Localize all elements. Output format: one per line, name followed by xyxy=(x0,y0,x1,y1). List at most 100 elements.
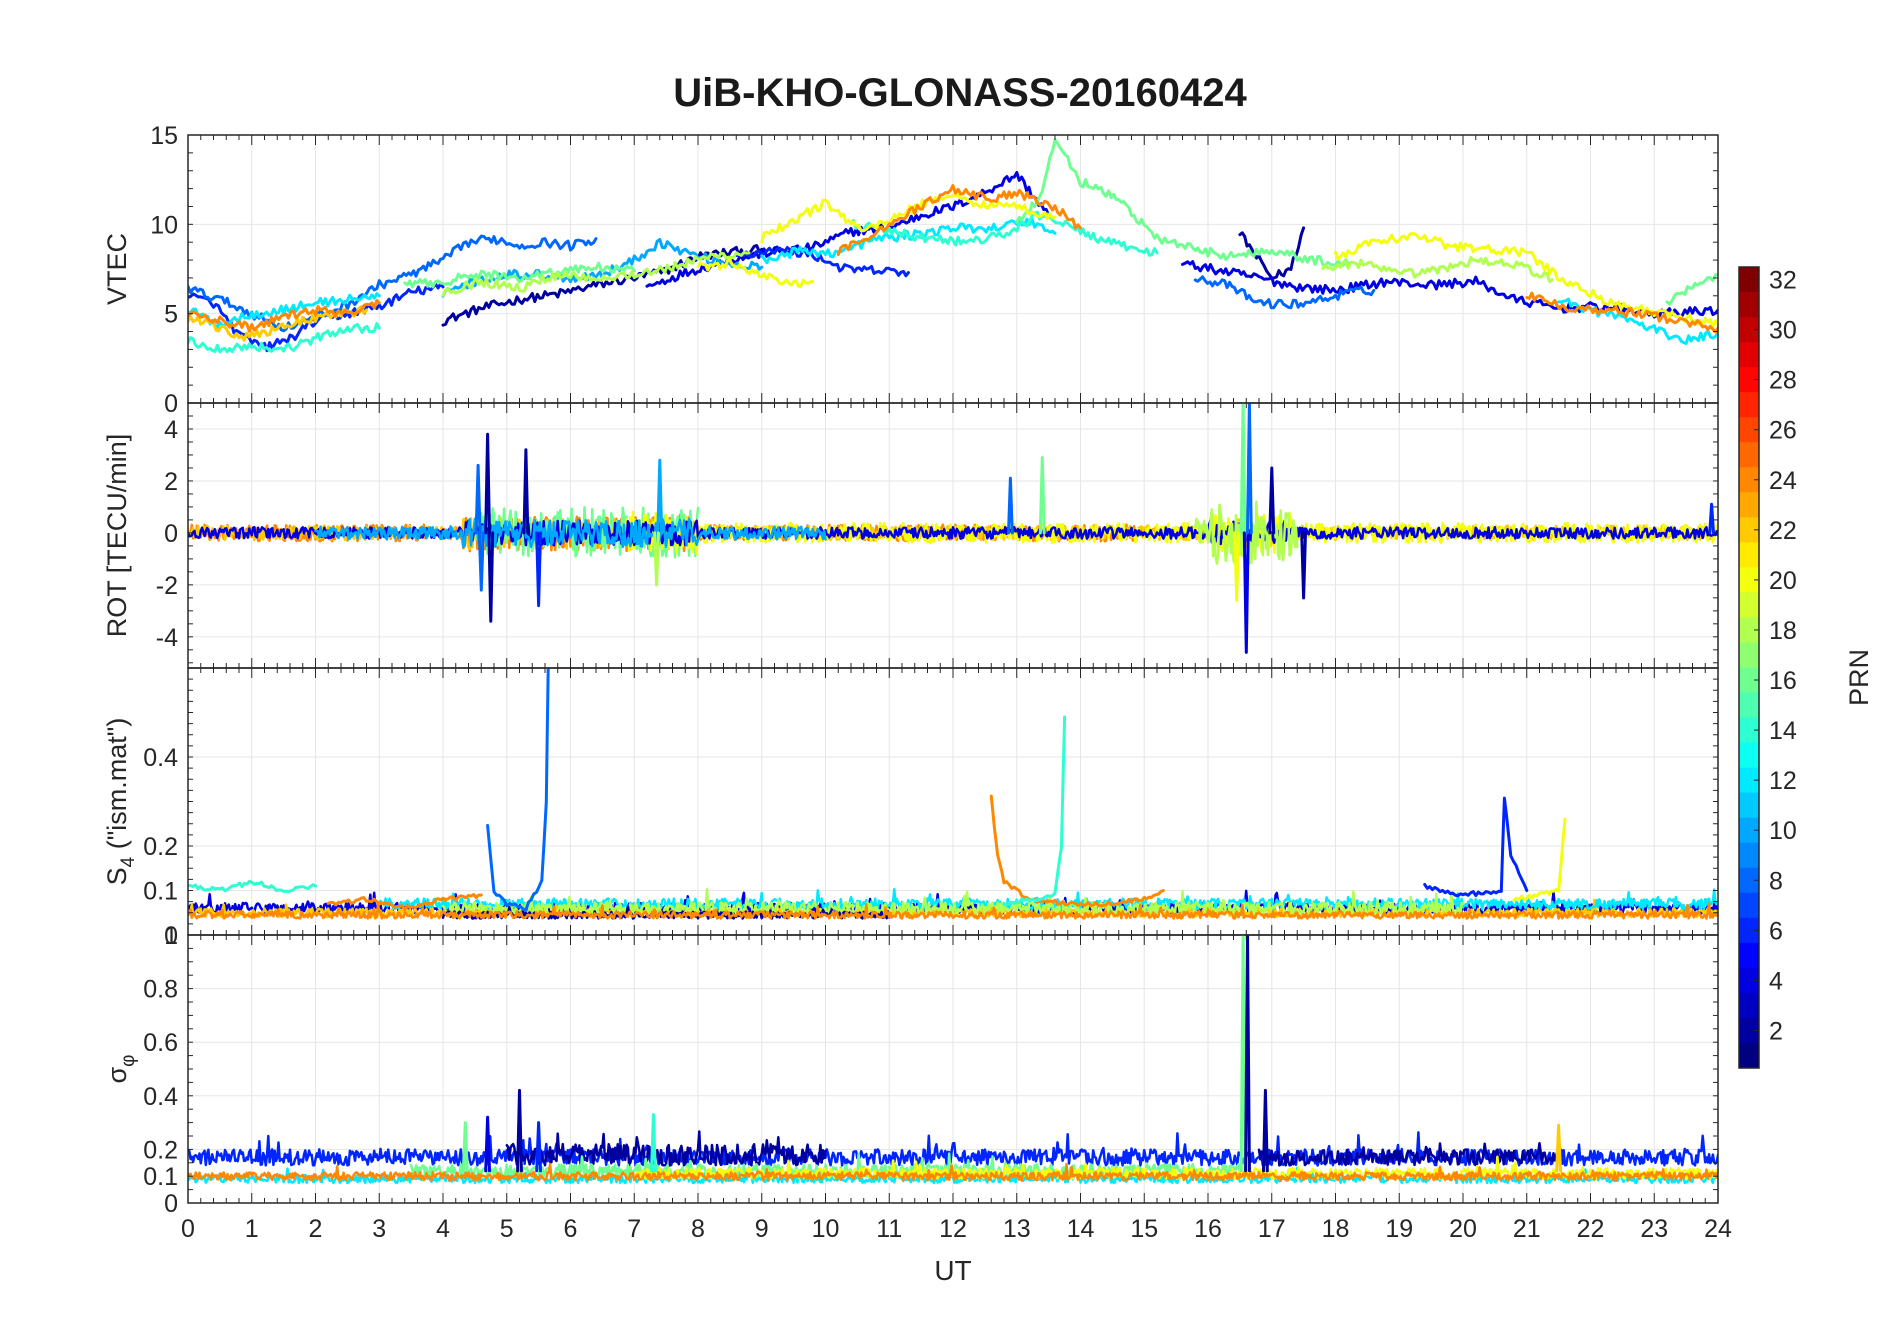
x-tick-label: 0 xyxy=(181,1215,195,1243)
colorbar-segment xyxy=(1739,592,1759,618)
x-tick-label: 9 xyxy=(755,1215,769,1243)
series-prn-16 xyxy=(1239,935,1247,1173)
colorbar-tick-label: 12 xyxy=(1769,767,1797,795)
x-tick-label: 18 xyxy=(1322,1215,1350,1243)
series-prn-2 xyxy=(516,1088,523,1173)
y-tick-label: 5 xyxy=(164,301,178,329)
colorbar-segment xyxy=(1739,567,1759,593)
colorbar-segment xyxy=(1739,942,1759,969)
colorbar-segment xyxy=(1739,667,1759,694)
y-tick-label: 0.1 xyxy=(143,1163,178,1191)
colorbar-tick-label: 10 xyxy=(1769,817,1797,845)
colorbar-segment xyxy=(1739,267,1759,293)
colorbar-tick-label: 2 xyxy=(1769,1017,1783,1045)
series-prn-14 xyxy=(188,322,381,354)
x-tick-label: 21 xyxy=(1513,1215,1541,1243)
colorbar-tick-label: 32 xyxy=(1769,267,1797,295)
colorbar-segment xyxy=(1739,392,1759,418)
colorbar-segment xyxy=(1739,692,1759,719)
series-prn-4 xyxy=(1242,531,1250,654)
colorbar-segment xyxy=(1739,867,1759,894)
y-tick-label: 10 xyxy=(150,211,178,239)
colorbar-segment xyxy=(1739,417,1759,443)
colorbar-segment xyxy=(1739,317,1759,343)
colorbar-tick-label: 26 xyxy=(1769,417,1797,445)
x-tick-label: 7 xyxy=(627,1215,641,1243)
series-prn-8 xyxy=(1246,403,1253,535)
colorbar-segment xyxy=(1739,992,1759,1019)
y-tick-label: 0.4 xyxy=(143,1083,178,1111)
colorbar-tick-label: 4 xyxy=(1769,967,1783,995)
series-prn-6 xyxy=(1423,796,1529,898)
x-tick-label: 22 xyxy=(1577,1215,1605,1243)
series-prn-24 xyxy=(326,893,483,911)
colorbar-tick-label: 28 xyxy=(1769,367,1797,395)
colorbar-segment xyxy=(1739,842,1759,869)
y-tick-label: 0.6 xyxy=(143,1029,178,1057)
series-prn-6 xyxy=(734,246,910,278)
colorbar-tick-label: 8 xyxy=(1769,867,1783,895)
x-tick-label: 8 xyxy=(691,1215,705,1243)
x-tick-label: 16 xyxy=(1194,1215,1222,1243)
colorbar-segment xyxy=(1739,742,1759,769)
series-prn-6 xyxy=(188,1131,1718,1167)
colorbar-frame xyxy=(1738,266,1760,1069)
y-tick-label: 1 xyxy=(164,922,178,950)
x-tick-label: 2 xyxy=(309,1215,323,1243)
colorbar-segment xyxy=(1739,292,1759,318)
series-prn-22 xyxy=(1555,1123,1562,1173)
series-prn-8 xyxy=(477,531,485,592)
x-tick-label: 13 xyxy=(1003,1215,1031,1243)
series-prn-6 xyxy=(535,531,542,608)
series-prn-10 xyxy=(656,458,664,535)
series-prn-2 xyxy=(1244,935,1251,1173)
series-prn-2 xyxy=(505,1130,827,1167)
series-prn-24 xyxy=(1525,291,1718,334)
series-prn-2 xyxy=(522,448,530,535)
series-prn-16 xyxy=(1239,403,1247,535)
series-prn-14 xyxy=(1002,715,1067,906)
x-ticks xyxy=(187,134,1719,404)
x-tick-label: 4 xyxy=(436,1215,450,1243)
panel-vtec: 0 5 10 15 VTEC xyxy=(102,122,1719,418)
colorbar-tick-label: 20 xyxy=(1769,567,1797,595)
colorbar-segment xyxy=(1739,517,1759,543)
x-tick-label: 12 xyxy=(939,1215,967,1243)
colorbar-segment xyxy=(1739,442,1759,468)
colorbar-segment xyxy=(1739,492,1759,518)
series-prn-8 xyxy=(486,668,550,912)
series-prn-4 xyxy=(484,1115,491,1173)
y-axis-label: σφ xyxy=(102,1055,139,1084)
panel-rot: -4 -2 0 2 4 ROT [TECU/min] xyxy=(102,402,1719,669)
colorbar-segment xyxy=(1739,767,1759,794)
series-prn-14 xyxy=(849,210,1159,257)
colorbar-segment xyxy=(1739,717,1759,744)
y-tick-label: -4 xyxy=(156,624,178,652)
series-prn-2 xyxy=(1257,1141,1560,1167)
colorbar-tick-label: 18 xyxy=(1769,617,1797,645)
colorbar-tick-label: 6 xyxy=(1769,917,1783,945)
y-tick-label: 0 xyxy=(164,1190,178,1218)
colorbar-tick-label: 22 xyxy=(1769,517,1797,545)
x-tick-label: 19 xyxy=(1385,1215,1413,1243)
traces xyxy=(188,138,1718,354)
y-tick-label: 2 xyxy=(164,468,178,496)
series-prn-20 xyxy=(696,258,815,288)
colorbar-segment xyxy=(1739,342,1759,368)
y-tick-label: 0.2 xyxy=(143,1136,178,1164)
x-tick-labels: 0 1 2 3 4 5 6 7 8 9 10 11 12 13 14 15 16 17 18 19 20 21 22 23 24 xyxy=(181,1215,1732,1243)
series-prn-6 xyxy=(535,1121,542,1173)
x-tick-label: 1 xyxy=(245,1215,259,1243)
colorbar-segment xyxy=(1739,1042,1759,1069)
x-axis-label: UT xyxy=(934,1255,971,1286)
x-tick-label: 3 xyxy=(372,1215,386,1243)
series-prn-8 xyxy=(474,463,482,535)
y-tick-label: 0 xyxy=(164,922,178,950)
series-prn-14 xyxy=(188,879,317,894)
panel-s4: 0 0.1 0.2 0.4S4 ("ism.mat") xyxy=(102,667,1719,950)
series-prn-20 xyxy=(1233,531,1241,602)
series-prn-18 xyxy=(1321,255,1554,284)
x-tick-label: 24 xyxy=(1704,1215,1732,1243)
y-tick-label: 0 xyxy=(164,520,178,548)
